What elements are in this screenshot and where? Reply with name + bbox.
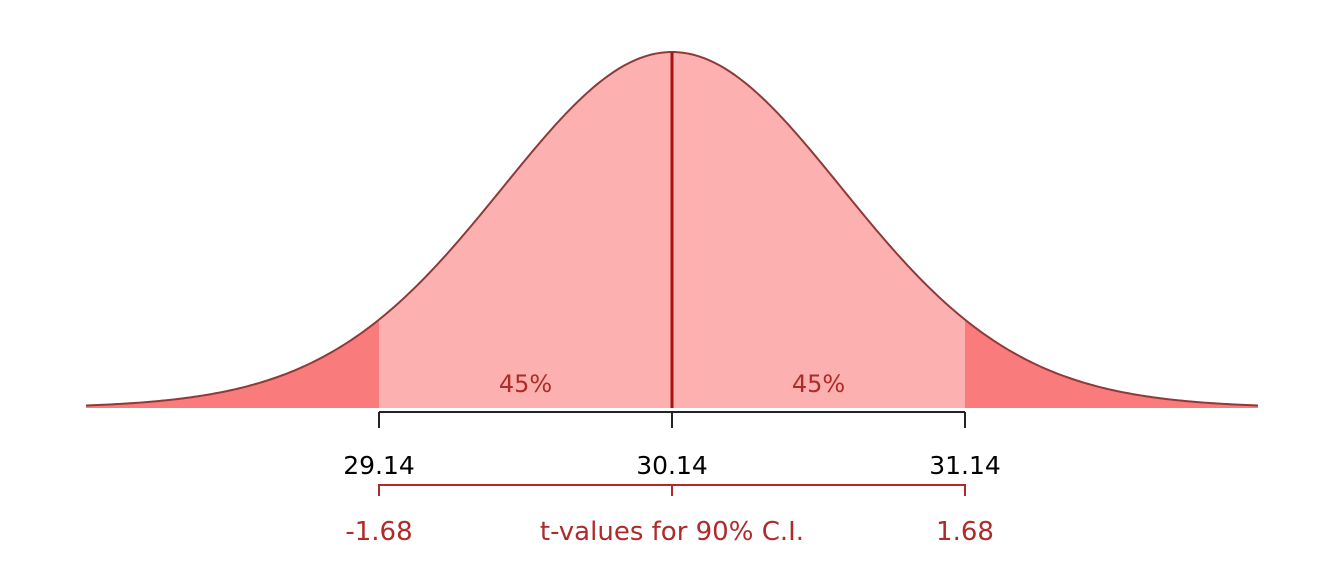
left-center-region <box>379 52 672 408</box>
x-tick-label: 31.14 <box>929 451 1001 480</box>
x-axis-ticks: 29.14 30.14 31.14 <box>343 412 1001 480</box>
left-tail-region <box>86 319 379 408</box>
region-percent-labels: 45% 45% <box>499 370 845 398</box>
t-value-bracket: -1.68 1.68 <box>345 484 994 547</box>
t-value-label: 1.68 <box>936 517 994 547</box>
regions-layer <box>86 52 1258 408</box>
region-percent-label: 45% <box>792 370 845 398</box>
t-value-label: -1.68 <box>345 517 412 547</box>
region-percent-label: 45% <box>499 370 552 398</box>
right-center-region <box>672 52 965 408</box>
x-tick-label: 29.14 <box>343 451 415 480</box>
x-tick-label: 30.14 <box>636 451 708 480</box>
t-values-caption: t-values for 90% C.I. <box>540 517 804 547</box>
right-tail-region <box>965 319 1258 408</box>
